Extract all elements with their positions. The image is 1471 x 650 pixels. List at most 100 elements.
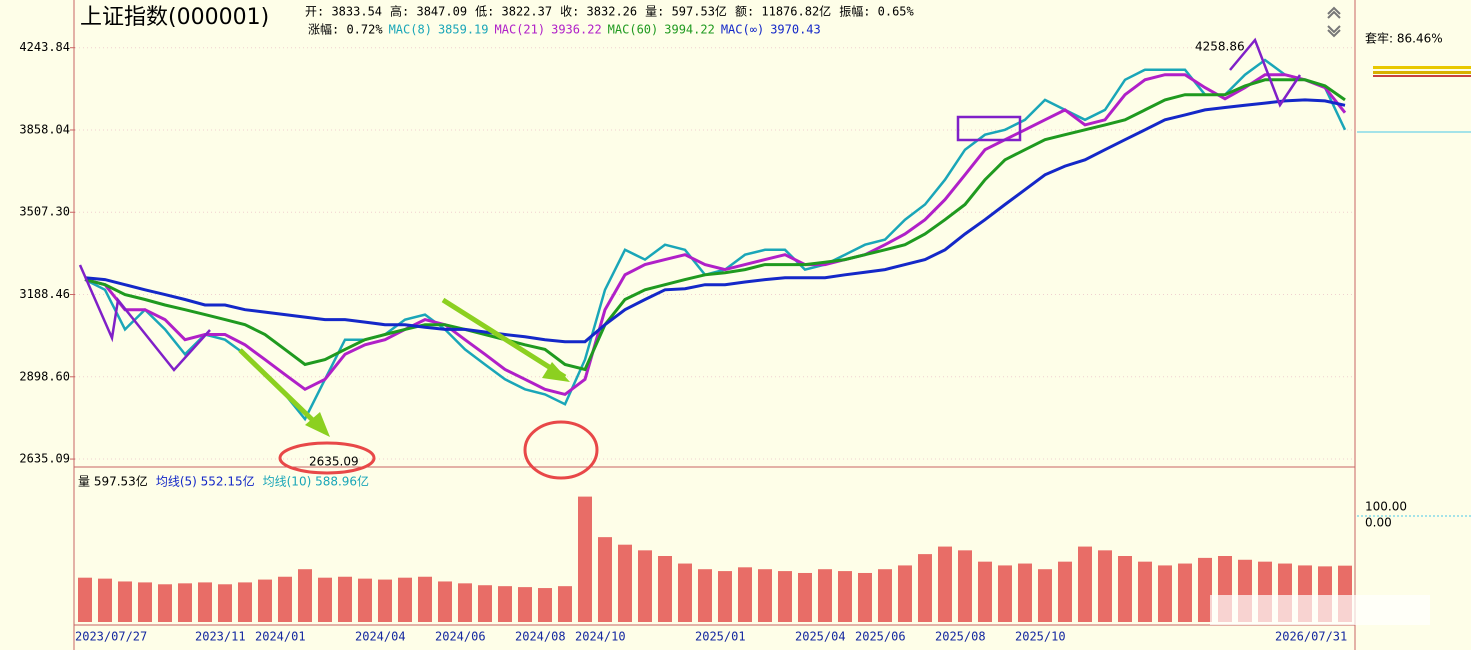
volume-bar bbox=[838, 571, 852, 622]
volume-bar bbox=[1078, 546, 1092, 622]
chip-bar bbox=[1373, 71, 1471, 74]
ma-line bbox=[84, 58, 1347, 422]
volume-bar bbox=[198, 582, 212, 622]
x-tick-label: 2024/04 bbox=[355, 630, 406, 644]
y-tick-label: 3188.46 bbox=[19, 287, 70, 301]
volume-bar bbox=[518, 587, 532, 622]
volume-bar bbox=[1118, 556, 1132, 622]
quote-row: 开: 3833.54 高: 3847.09 低: 3822.37 收: 3832.26… bbox=[305, 4, 915, 19]
ma-line bbox=[84, 78, 1346, 372]
volume-bar bbox=[438, 581, 452, 622]
side-level: 0.00 bbox=[1365, 516, 1392, 530]
volume-bar bbox=[258, 579, 272, 622]
chip-bar bbox=[1373, 75, 1471, 77]
legend-name: MAC(60) bbox=[608, 23, 659, 37]
volume-bar bbox=[1058, 561, 1072, 622]
volume-bar bbox=[798, 572, 812, 622]
x-tick-label: 2024/08 bbox=[515, 630, 566, 644]
volume-bar bbox=[598, 537, 612, 622]
volume-bar bbox=[498, 586, 512, 622]
volume-bar bbox=[358, 578, 372, 622]
volume-bar bbox=[858, 572, 872, 622]
ma-line bbox=[84, 73, 1347, 397]
highlight-box bbox=[956, 115, 1022, 142]
volume-bar bbox=[1038, 569, 1052, 622]
volume-bar bbox=[738, 567, 752, 622]
volume-bar bbox=[178, 583, 192, 622]
legend-name: MAC(8) bbox=[389, 23, 432, 37]
volume-bar bbox=[118, 581, 132, 622]
y-tick-label: 3507.30 bbox=[19, 205, 70, 219]
y-tick-label: 4243.84 bbox=[19, 40, 70, 54]
volume-legend: 均线(5) 552.15亿 bbox=[156, 474, 255, 489]
circle-mark bbox=[523, 420, 599, 480]
volume-bar bbox=[1198, 557, 1212, 622]
volume-bar bbox=[898, 565, 912, 622]
quote-item: 开: 3833.54 bbox=[305, 5, 382, 19]
y-tick-label: 3858.04 bbox=[19, 122, 70, 136]
legend: 涨幅: 0.72% MAC(8) 3859.19 MAC(21) 3936.22 MAC(… bbox=[308, 22, 821, 37]
volume-bar bbox=[478, 585, 492, 622]
volume-bar bbox=[878, 569, 892, 622]
volume-bar bbox=[78, 577, 92, 622]
x-tick-label: 2024/10 bbox=[575, 630, 626, 644]
legend-name: MAC(21) bbox=[495, 23, 546, 37]
volume-bar bbox=[1098, 550, 1112, 622]
volume-bar bbox=[678, 563, 692, 622]
volume-bar bbox=[718, 571, 732, 622]
scroll-arrows bbox=[1327, 6, 1341, 38]
y-tick-label: 2898.60 bbox=[19, 369, 70, 383]
volume-bar bbox=[1018, 563, 1032, 622]
annotation: 2635.09 bbox=[309, 455, 359, 469]
legend-value: 3994.22 bbox=[664, 23, 715, 37]
volume-bar bbox=[338, 576, 352, 622]
chip-bar bbox=[1373, 66, 1471, 69]
volume-bar bbox=[778, 571, 792, 622]
x-tick-label: 2025/10 bbox=[1015, 630, 1066, 644]
volume-bar bbox=[758, 569, 772, 622]
watermark bbox=[1210, 595, 1430, 625]
volume-bar bbox=[958, 550, 972, 622]
quote-item: 高: 3847.09 bbox=[390, 4, 467, 19]
volume-bar bbox=[998, 565, 1012, 622]
volume-legend: 均线(10) 588.96亿 bbox=[263, 474, 369, 489]
x-tick-label: 2025/08 bbox=[935, 630, 986, 644]
quote-item: 收: 3832.26 bbox=[560, 5, 637, 19]
volume-bar bbox=[238, 582, 252, 622]
side-label: 套牢: 86.46% bbox=[1365, 31, 1443, 46]
quote-item: 量: 597.53亿 bbox=[645, 4, 727, 19]
zigzag bbox=[78, 37, 1302, 372]
volume-bar bbox=[1138, 561, 1152, 622]
quote-item: 额: 11876.82亿 bbox=[735, 4, 831, 19]
x-tick-label: 2023/11 bbox=[195, 630, 246, 644]
volume-bar bbox=[938, 546, 952, 622]
chart-title: 上证指数(000001) bbox=[80, 5, 269, 30]
volume-bar bbox=[538, 588, 552, 622]
x-tick-label: 2025/06 bbox=[855, 630, 906, 644]
y-tick-label: 2635.09 bbox=[19, 452, 70, 466]
volume-bar bbox=[918, 554, 932, 622]
volume-bar bbox=[138, 582, 152, 622]
volume-bar bbox=[158, 584, 172, 622]
volume-bar bbox=[978, 561, 992, 622]
legend-name: MAC(∞) bbox=[721, 23, 764, 37]
volume-bar bbox=[698, 569, 712, 622]
x-tick-label: 2024/06 bbox=[435, 630, 486, 644]
legend-value: 3970.43 bbox=[770, 23, 821, 37]
annotation: 4258.86 bbox=[1195, 40, 1245, 54]
volume-bar bbox=[638, 550, 652, 622]
volume-bar bbox=[418, 576, 432, 622]
volume-bar bbox=[578, 496, 592, 622]
volume-bar bbox=[318, 577, 332, 622]
volume-bar bbox=[298, 569, 312, 622]
volume-bar bbox=[458, 583, 472, 622]
volume-bar bbox=[1158, 565, 1172, 622]
volume-bar bbox=[98, 578, 112, 622]
volume-bar bbox=[218, 584, 232, 622]
volume-bar bbox=[618, 544, 632, 622]
quote-item: 振幅: 0.65% bbox=[839, 4, 914, 19]
side-level: 100.00 bbox=[1365, 500, 1407, 514]
quote-item: 低: 3822.37 bbox=[475, 5, 552, 19]
